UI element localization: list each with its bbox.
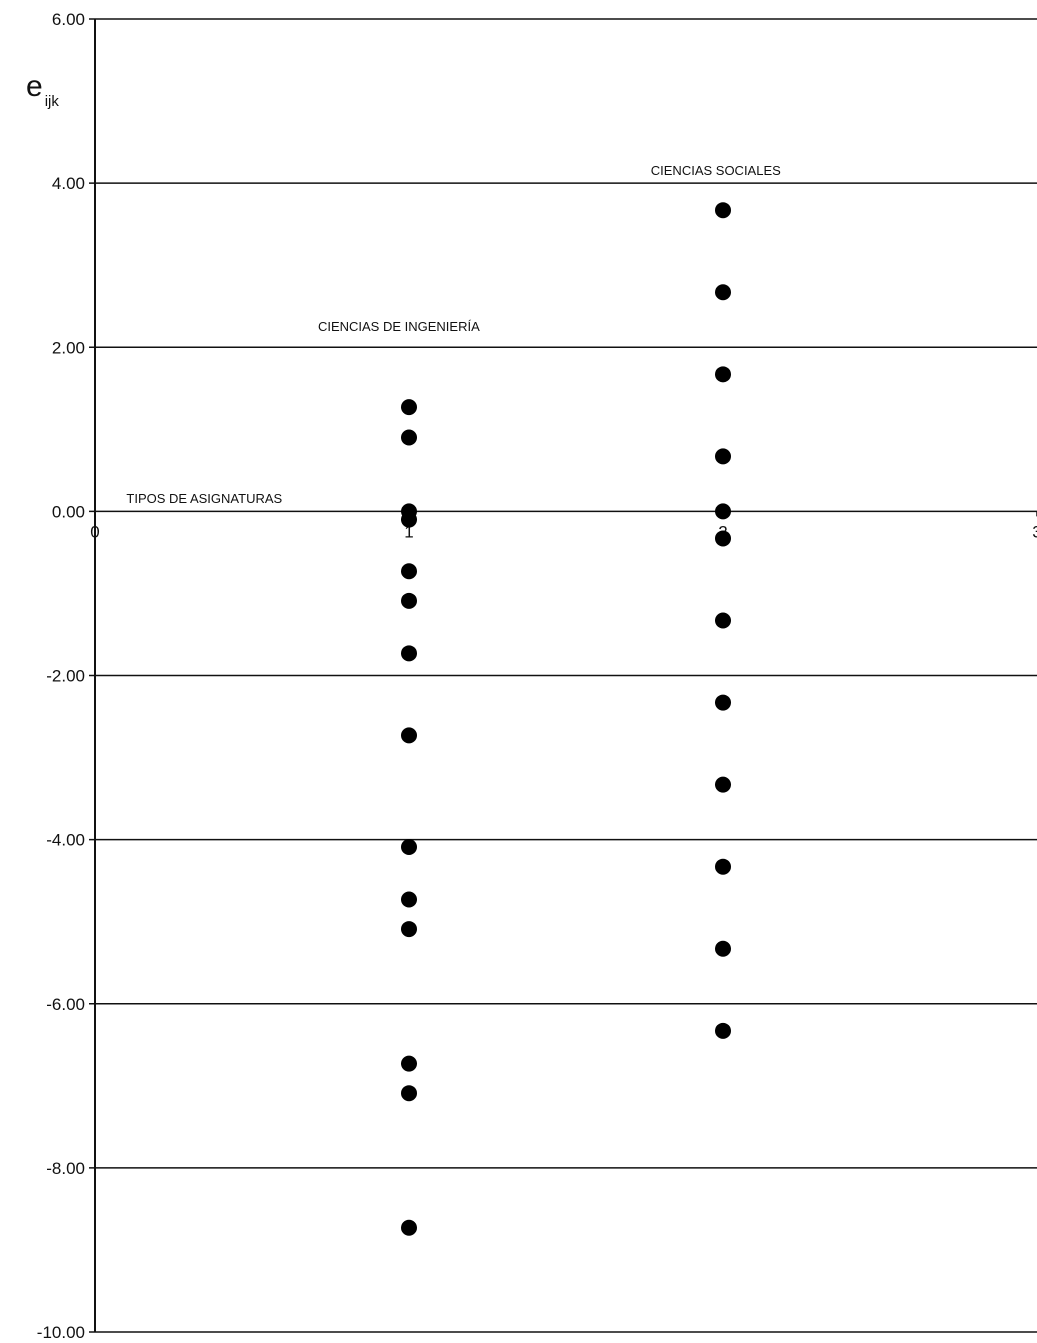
data-point [401,727,417,744]
data-point [401,592,417,609]
x-tick-label: 1 [404,522,413,541]
y-tick-label: 6.00 [52,10,85,29]
y-tick-label: -4.00 [46,831,85,850]
data-point [401,645,417,662]
data-point [401,503,417,520]
data-point [715,366,731,383]
data-point [715,530,731,547]
data-point [715,1022,731,1039]
y-tick-label: -10.00 [37,1323,85,1342]
x-tick-labels: 0123 [90,511,1037,541]
y-axis-label: e ijk [26,70,59,110]
data-point [715,503,731,520]
y-tick-label: 2.00 [52,338,85,357]
data-point [401,1055,417,1072]
x-tick-label: 0 [90,522,99,541]
data-point [401,839,417,856]
data-point [715,940,731,957]
y-tick-label: 0.00 [52,502,85,521]
data-point [401,1085,417,1102]
data-point [401,891,417,908]
annotations: TIPOS DE ASIGNATURAS CIENCIAS DE INGENIER… [126,163,781,506]
data-points [401,202,731,1236]
data-point [715,694,731,711]
data-point [401,399,417,416]
y-tick-label: -6.00 [46,995,85,1014]
data-point [715,202,731,219]
data-point [715,448,731,465]
data-point [401,921,417,938]
data-point [401,1219,417,1236]
data-point [401,563,417,580]
y-tick-label: 4.00 [52,174,85,193]
data-point [715,612,731,629]
data-point [401,429,417,446]
y-tick-label: -8.00 [46,1159,85,1178]
data-point [715,776,731,793]
chart-annotation: CIENCIAS SOCIALES [651,163,781,178]
data-point [715,858,731,875]
y-tick-label: -2.00 [46,667,85,686]
gridlines [89,18,1037,1333]
x-tick-label: 3 [1032,522,1037,541]
y-tick-labels: 6.00 4.00 2.00 0.00 -2.00 -4.00 -6.00 -8.00 -10.… [37,10,85,1342]
chart-annotation: TIPOS DE ASIGNATURAS [126,491,282,506]
data-point [715,284,731,301]
chart-annotation: CIENCIAS DE INGENIERÍA [318,319,480,334]
